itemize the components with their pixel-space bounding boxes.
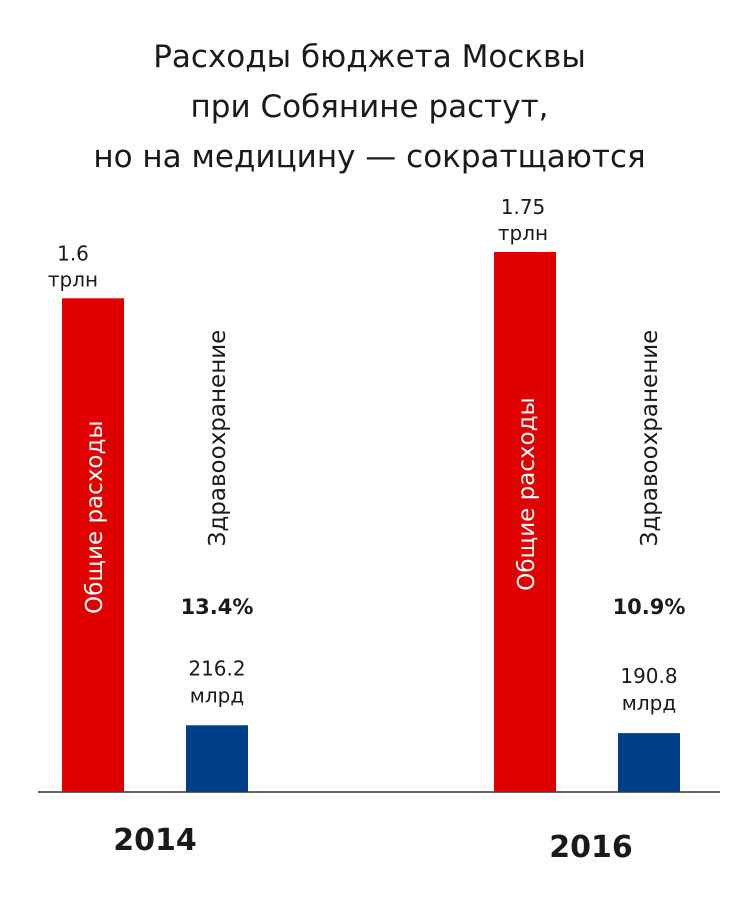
total-unit-label-2016: трлн (498, 221, 548, 245)
category-label-2016: 2016 (549, 830, 633, 865)
health-unit-label-2016: млрд (622, 691, 676, 715)
title-line-1: Расходы бюджета Москвы (153, 39, 586, 75)
category-label-2014: 2014 (113, 823, 197, 858)
bar-health-2014 (186, 725, 248, 792)
bar-health-2016 (618, 733, 680, 792)
title-line-2: при Собянине растут, (190, 89, 549, 125)
title-line-3: но на медицину — сократщаются (93, 139, 646, 175)
bar-total-name-2014: Общие расходы (82, 420, 108, 613)
health-value-label-2016: 190.8 (620, 664, 677, 688)
bar-total-name-2016: Общие расходы (514, 397, 540, 590)
chart-title: Расходы бюджета Москвы при Собянине раст… (0, 32, 739, 182)
health-value-label-2014: 216.2 (188, 656, 245, 680)
health-share-label-2014: 13.4% (181, 595, 254, 619)
health-share-label-2016: 10.9% (613, 595, 686, 619)
total-value-label-2016: 1.75 (501, 195, 546, 219)
bar-total-2014 (62, 298, 124, 792)
total-unit-label-2014: трлн (48, 267, 98, 291)
bar-total-2016 (494, 252, 556, 792)
health-series-name-2014: Здравоохранение (205, 330, 231, 547)
health-series-name-2016: Здравоохранение (637, 330, 663, 547)
health-unit-label-2014: млрд (190, 683, 244, 707)
total-value-label-2014: 1.6 (57, 241, 89, 265)
